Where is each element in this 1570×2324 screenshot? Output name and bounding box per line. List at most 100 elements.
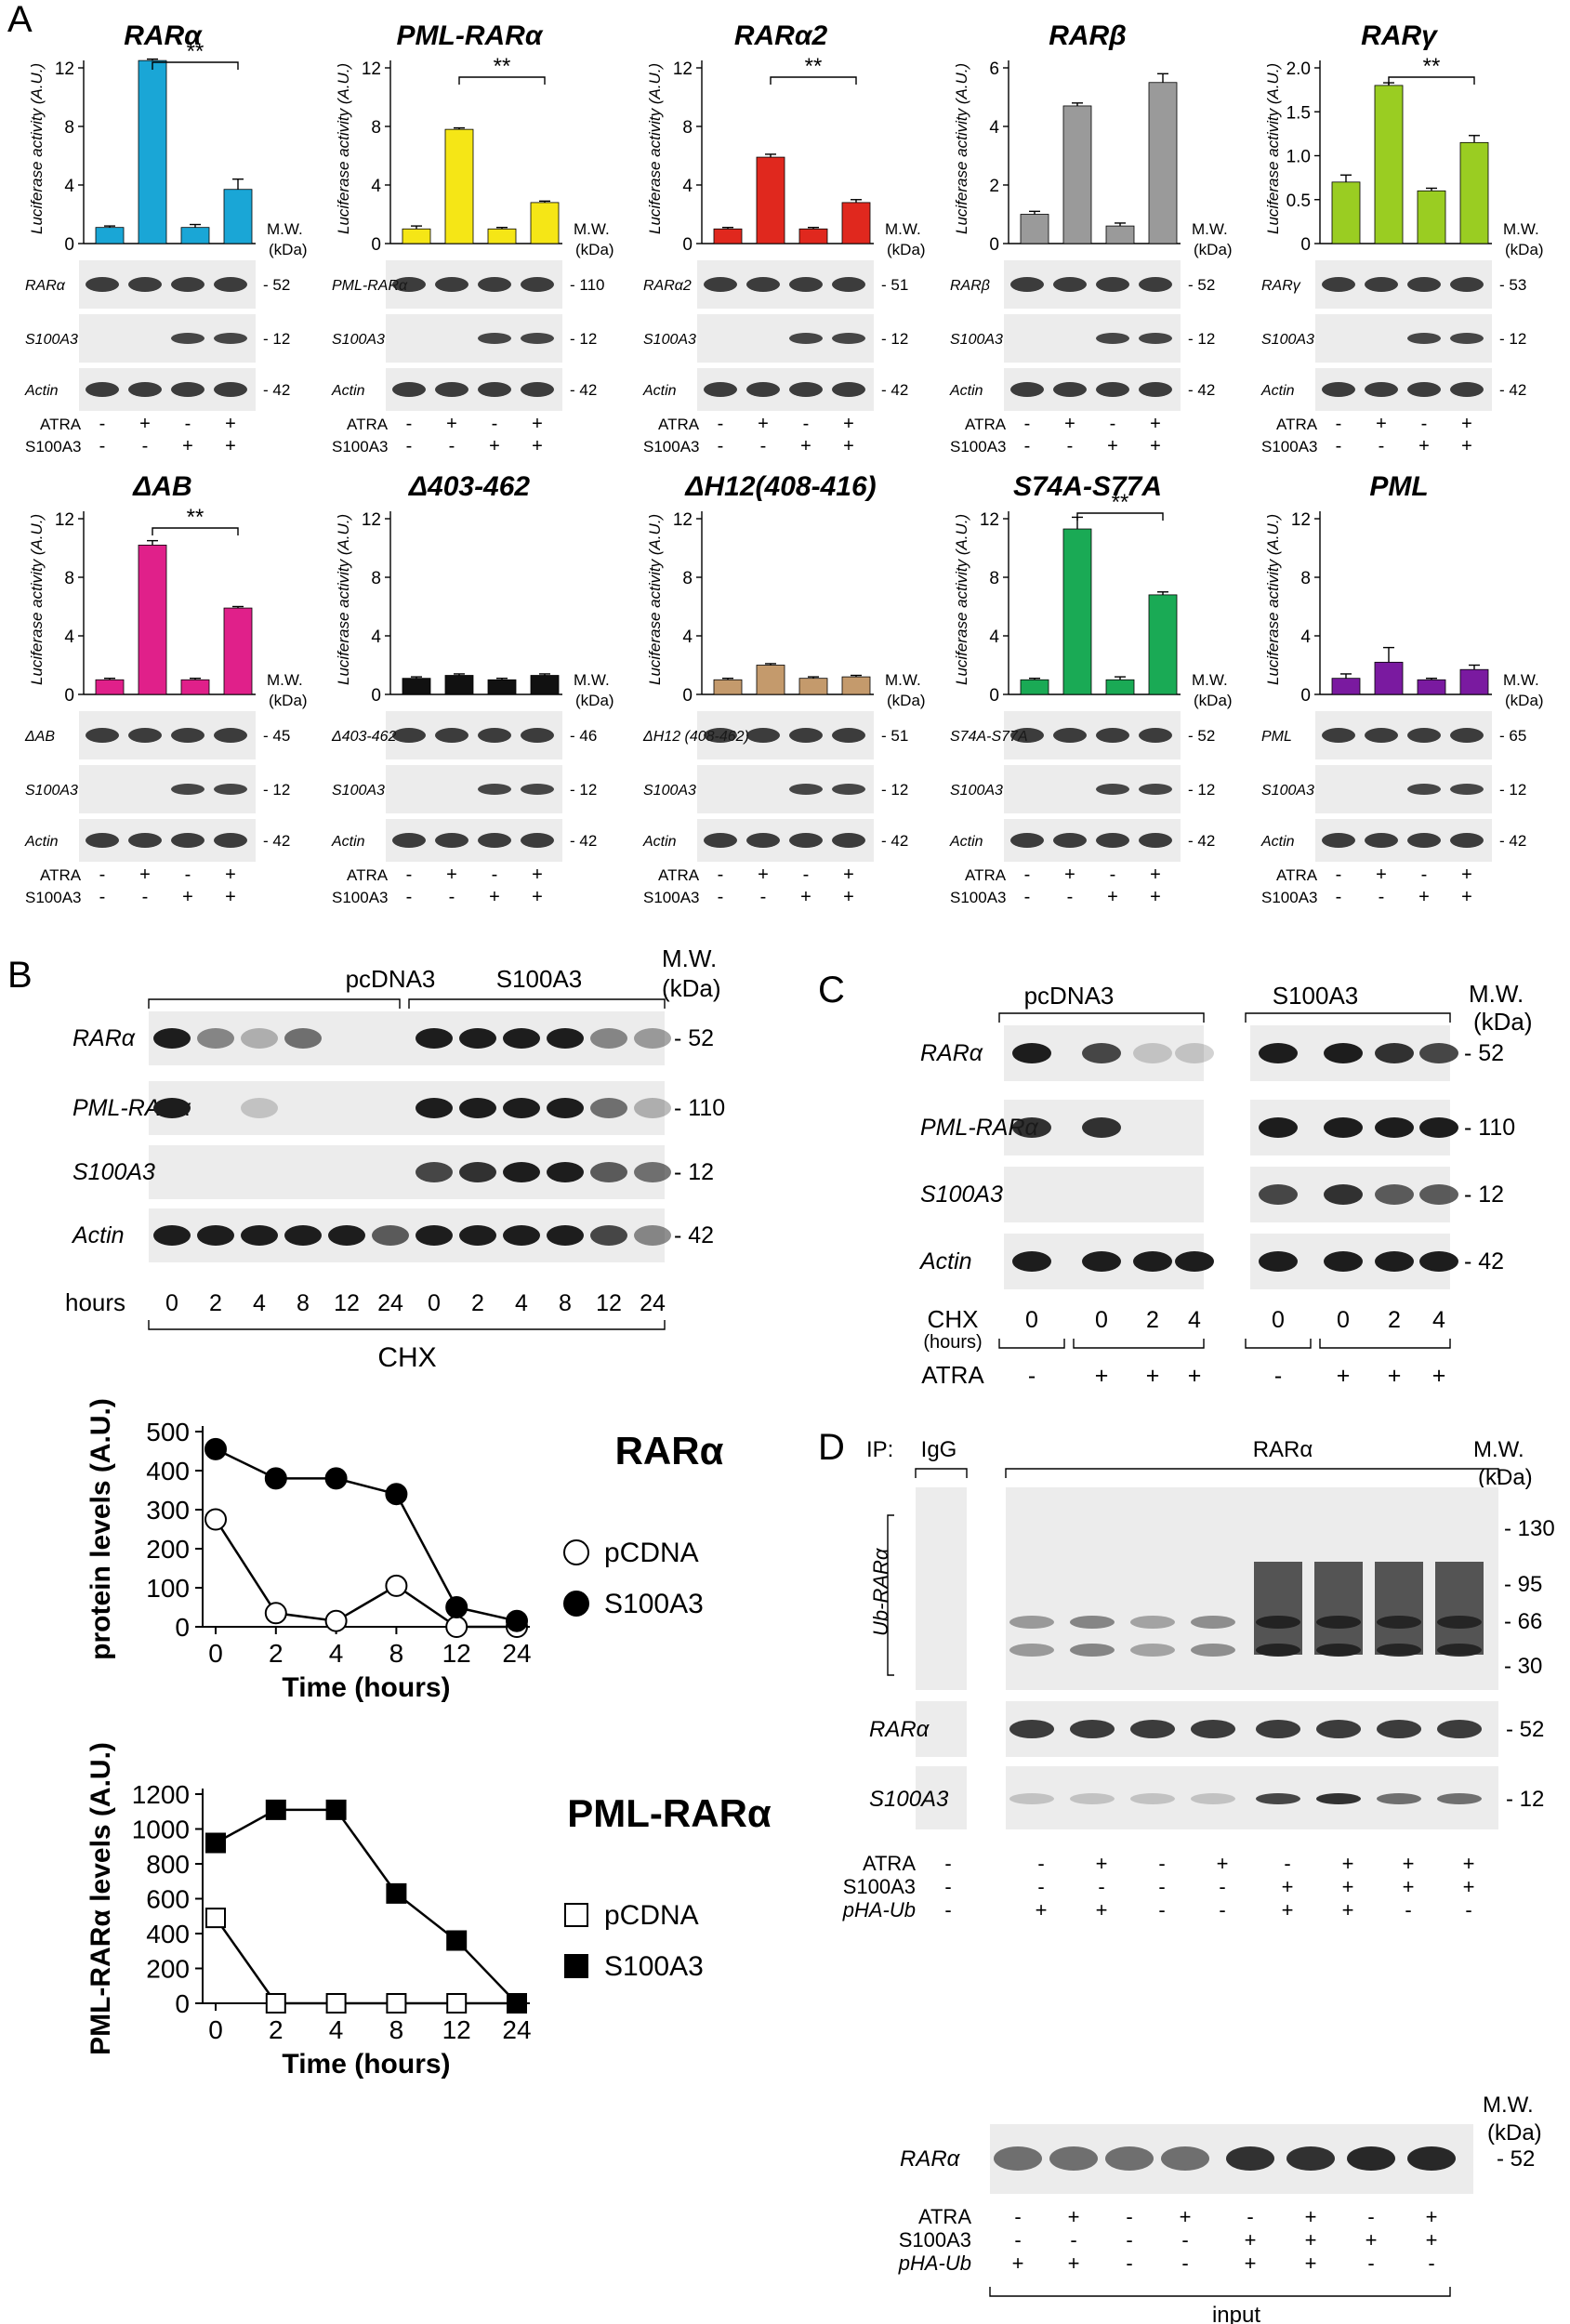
a-yticklabel-5-1: 4	[64, 627, 74, 647]
a-yticklabel-9-1: 4	[1300, 627, 1311, 647]
d-ip-pha-5: +	[1282, 1898, 1294, 1921]
a-bar-1-0	[402, 228, 431, 244]
c-chx-hours: (hours)	[923, 1332, 982, 1353]
a-yticklabel-5-3: 12	[55, 510, 74, 530]
a-s100-4-0: -	[1336, 436, 1342, 456]
d-bracket-rar	[1005, 1468, 1499, 1478]
a-band-target-3-0	[1010, 277, 1044, 292]
a-band-actin-3-2	[1096, 382, 1129, 397]
a-s100-3-0: -	[1024, 436, 1031, 456]
a-atra-3-2: -	[1110, 414, 1116, 434]
a-bar-3-0	[1020, 214, 1049, 244]
a-ylabel-7: Luciferase activity (A.U.)	[646, 514, 664, 685]
b-chx-bracket	[148, 1320, 666, 1330]
c1-pt-0-3	[385, 1574, 408, 1597]
a-blot-mw-target-2: - 51	[881, 276, 908, 294]
b-hour-7: 2	[471, 1290, 484, 1316]
a-sig-5: **	[187, 505, 204, 530]
a-band-target-7-3	[832, 728, 865, 743]
a-band-target-7-0	[704, 728, 737, 743]
c-band-0-5	[1324, 1043, 1363, 1063]
b-hour-6: 0	[428, 1290, 441, 1316]
a-band-s100-4-3	[1450, 333, 1484, 344]
d-input-band-1	[1049, 2146, 1098, 2171]
a-yticklabel-5-0: 0	[64, 686, 74, 706]
a-atra-5-1: +	[139, 865, 151, 885]
a-ylabel-3: Luciferase activity (A.U.)	[953, 63, 970, 234]
a-blot-label-target-2: RARα2	[643, 278, 692, 294]
panel-label-d: D	[818, 1427, 845, 1468]
a-atra-3-1: +	[1064, 414, 1075, 434]
d-mw: M.W.	[1473, 1437, 1524, 1462]
a-band-target-1-0	[392, 277, 426, 292]
a-blot-mw-s100-9: - 12	[1499, 781, 1526, 799]
a-kda-1: (kDa)	[575, 241, 614, 258]
a-yticklabel-6-2: 8	[371, 569, 381, 588]
a-blot-mw-target-9: - 65	[1499, 727, 1526, 745]
a-bar-4-2	[1417, 190, 1446, 244]
a-s100-label-6: S100A3	[332, 889, 389, 906]
a-s100-0-1: -	[142, 436, 149, 456]
b-band-1-8	[503, 1098, 540, 1118]
c-band-3-6	[1375, 1251, 1414, 1272]
a-bar-9-2	[1417, 679, 1446, 695]
a-band-actin-5-2	[171, 833, 204, 848]
a-bar-7-0	[713, 679, 743, 695]
a-band-actin-8-1	[1053, 833, 1087, 848]
a-atra-label-1: ATRA	[347, 416, 389, 433]
a-atra-1-3: +	[532, 414, 543, 434]
a-blot-label-target-3: RARβ	[950, 278, 990, 294]
a-s100-7-2: +	[800, 887, 811, 907]
d-s100-band-2	[1070, 1793, 1115, 1804]
b-hours: 0 2 4 8 12 24 0 2 4 8 12 24	[165, 1290, 666, 1316]
c2-yticklabel-1: 200	[146, 1955, 190, 1984]
b-band-0-2	[241, 1028, 278, 1049]
d-in-s100a3-label: S100A3	[899, 2228, 971, 2251]
a-sig-bracket-8	[1076, 512, 1164, 521]
d-s100-band-4	[1191, 1793, 1235, 1804]
a-s100-2-1: -	[760, 436, 767, 456]
a-band-actin-2-1	[746, 382, 780, 397]
a-atra-8-2: -	[1110, 865, 1116, 885]
a-yticklabel-1-2: 8	[371, 118, 381, 138]
a-band-target-4-2	[1407, 277, 1441, 292]
c-time-3: 4	[1188, 1307, 1201, 1333]
c-mw: M.W.	[1469, 980, 1524, 1008]
a-bar-7-3	[841, 676, 871, 695]
a-blot-mw-target-7: - 51	[881, 727, 908, 745]
a-title-0: RARα	[124, 20, 203, 51]
b-band-2-9	[547, 1162, 584, 1182]
b-band-2-6	[416, 1162, 453, 1182]
d-ub-bracket	[887, 1514, 894, 1676]
a-s100-label-2: S100A3	[643, 438, 700, 456]
a-band-target-5-2	[171, 728, 204, 743]
a-blot-mw-target-5: - 45	[263, 727, 290, 745]
b-row-label-0: RARα	[73, 1025, 136, 1051]
b-hour-3: 8	[297, 1290, 310, 1316]
a-band-actin-7-1	[746, 833, 780, 848]
d-in-pha-label: pHA-Ub	[898, 2251, 971, 2275]
d-ub-mw-1: - 95	[1504, 1572, 1542, 1597]
a-s100-9-1: -	[1379, 887, 1385, 907]
b-chx-label: CHX	[377, 1342, 436, 1373]
a-blot-mw-s100-6: - 12	[570, 781, 597, 799]
c2-legend-mark-0	[564, 1903, 588, 1927]
a-bar-5-1	[138, 544, 167, 695]
b-blot-2	[149, 1145, 665, 1199]
c1-pt-1-0	[204, 1437, 227, 1460]
d-ub-mw-2: - 66	[1504, 1609, 1542, 1634]
b-kda: (kDa)	[662, 974, 721, 1002]
a-band-target-6-3	[521, 728, 554, 743]
a-yticklabel-2-0: 0	[682, 235, 693, 255]
c1-pt-0-0	[204, 1508, 227, 1531]
c2-yticklabel-2: 400	[146, 1920, 190, 1948]
a-band-actin-1-3	[521, 382, 554, 397]
d-lane-labels: ATRAS100A3pHA-Ub-----++-+---+---+++++++-…	[842, 1852, 1475, 2275]
b-hour-5: 24	[377, 1290, 403, 1316]
d-in-pha-7: -	[1428, 2251, 1434, 2275]
a-band-actin-8-0	[1010, 833, 1044, 848]
c-blot-a-2	[1004, 1167, 1204, 1222]
a-s100-5-3: +	[225, 887, 236, 907]
d-rar-band-8	[1437, 1720, 1482, 1738]
d-bracket-igg	[915, 1468, 968, 1478]
